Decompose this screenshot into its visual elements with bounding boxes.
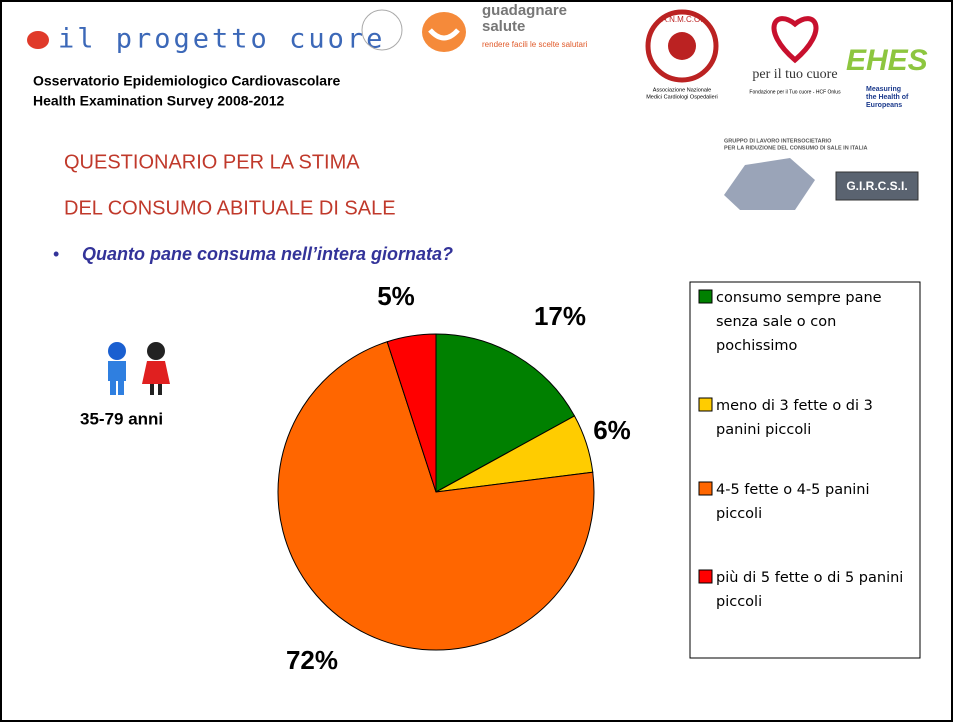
brand-icon bbox=[27, 31, 49, 49]
logo-text: Associazione Nazionale bbox=[653, 87, 711, 93]
logo-text: EHES bbox=[846, 44, 928, 77]
iss-logo bbox=[361, 9, 403, 51]
legend-swatch bbox=[698, 397, 713, 412]
legend-swatch bbox=[698, 481, 713, 496]
guadagnare-smile bbox=[428, 28, 460, 41]
logo-text: Fondazione per il Tuo cuore - HCF Onlus bbox=[749, 89, 841, 95]
legend-label: meno di 3 fette o di 3 panini piccoli bbox=[716, 398, 873, 438]
subtitle: Osservatorio Epidemiologico Cardiovascol… bbox=[33, 73, 341, 89]
pie-slice bbox=[435, 333, 576, 493]
legend-box bbox=[689, 281, 921, 659]
logo-text: G.I.R.C.S.I. bbox=[846, 179, 907, 193]
logo-text: the Health of bbox=[866, 94, 909, 101]
subtitle: Health Examination Survey 2008-2012 bbox=[33, 93, 285, 109]
legend-swatch bbox=[698, 289, 713, 304]
chart-title: Quanto pane consuma nell’intera giornata… bbox=[82, 244, 453, 264]
logo-text: rendere facili le scelte salutari bbox=[482, 40, 588, 49]
guadagnare-icon bbox=[422, 12, 466, 52]
gircsi-badge bbox=[835, 171, 919, 201]
heading: DEL CONSUMO ABITUALE DI SALE bbox=[64, 197, 396, 219]
logo-text: per il tuo cuore bbox=[752, 67, 837, 82]
bullet: • bbox=[53, 244, 59, 264]
logo-text: Europeans bbox=[866, 102, 902, 109]
legend-label: più di 5 fette o di 5 panini piccoli bbox=[716, 570, 904, 610]
heading: QUESTIONARIO PER LA STIMA bbox=[64, 151, 360, 173]
salt-image bbox=[724, 158, 815, 210]
legend-label: 4-5 fette o 4-5 panini piccoli bbox=[716, 482, 870, 522]
anmco-heart bbox=[668, 32, 696, 60]
logo-text: GRUPPO DI LAVORO INTERSOCIETARIO bbox=[724, 138, 832, 144]
pie-slice bbox=[277, 341, 595, 651]
logo-text: A.N.M.C.O. bbox=[662, 15, 703, 24]
cuore-logo bbox=[771, 16, 819, 64]
logo-text: salute bbox=[482, 18, 525, 35]
age-group: 35-79 anni bbox=[80, 409, 163, 428]
logo-text: Medici Cardiologi Ospedalieri bbox=[646, 94, 718, 100]
data-label: 5% bbox=[377, 281, 415, 311]
legend-label: consumo sempre pane senza sale o con poc… bbox=[716, 290, 882, 354]
data-label: 17% bbox=[534, 301, 586, 331]
pie-slice bbox=[386, 333, 437, 493]
logo-text: guadagnare bbox=[482, 2, 567, 19]
brand: il progetto cuore bbox=[58, 24, 385, 55]
logo-text: PER LA RIDUZIONE DEL CONSUMO DI SALE IN … bbox=[724, 145, 868, 151]
data-label: 6% bbox=[593, 415, 631, 445]
data-label: 72% bbox=[286, 645, 338, 675]
legend-swatch bbox=[698, 569, 713, 584]
logo-text: Measuring bbox=[866, 86, 901, 93]
children-icon bbox=[108, 342, 170, 395]
